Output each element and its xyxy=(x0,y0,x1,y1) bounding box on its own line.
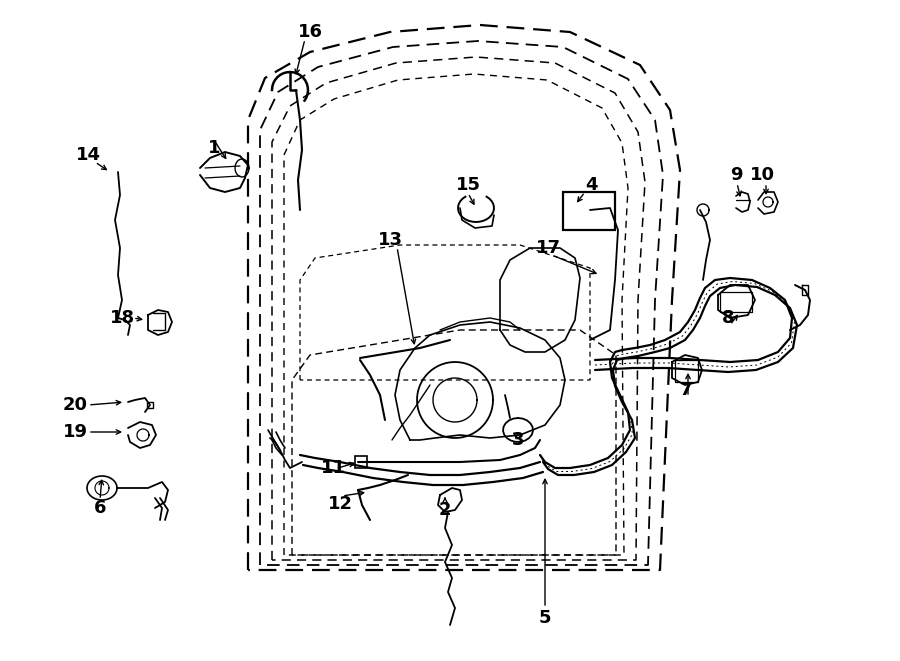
Text: 19: 19 xyxy=(62,423,87,441)
Text: 12: 12 xyxy=(328,495,353,513)
Text: 3: 3 xyxy=(512,431,524,449)
Text: 8: 8 xyxy=(722,309,734,327)
Text: 16: 16 xyxy=(298,23,322,41)
Text: 20: 20 xyxy=(62,396,87,414)
Text: 10: 10 xyxy=(750,166,775,184)
Text: 18: 18 xyxy=(110,309,135,327)
Text: 4: 4 xyxy=(585,176,598,194)
Text: 2: 2 xyxy=(439,501,451,519)
Text: 6: 6 xyxy=(94,499,106,517)
Text: 13: 13 xyxy=(377,231,402,249)
Text: 7: 7 xyxy=(680,381,692,399)
Text: 17: 17 xyxy=(536,239,561,257)
Text: 5: 5 xyxy=(539,609,551,627)
Text: 14: 14 xyxy=(76,146,101,164)
Bar xyxy=(355,456,367,468)
Text: 11: 11 xyxy=(320,459,346,477)
Text: 15: 15 xyxy=(455,176,481,194)
Bar xyxy=(563,192,615,230)
Text: 9: 9 xyxy=(730,166,742,184)
Text: 1: 1 xyxy=(208,139,220,157)
